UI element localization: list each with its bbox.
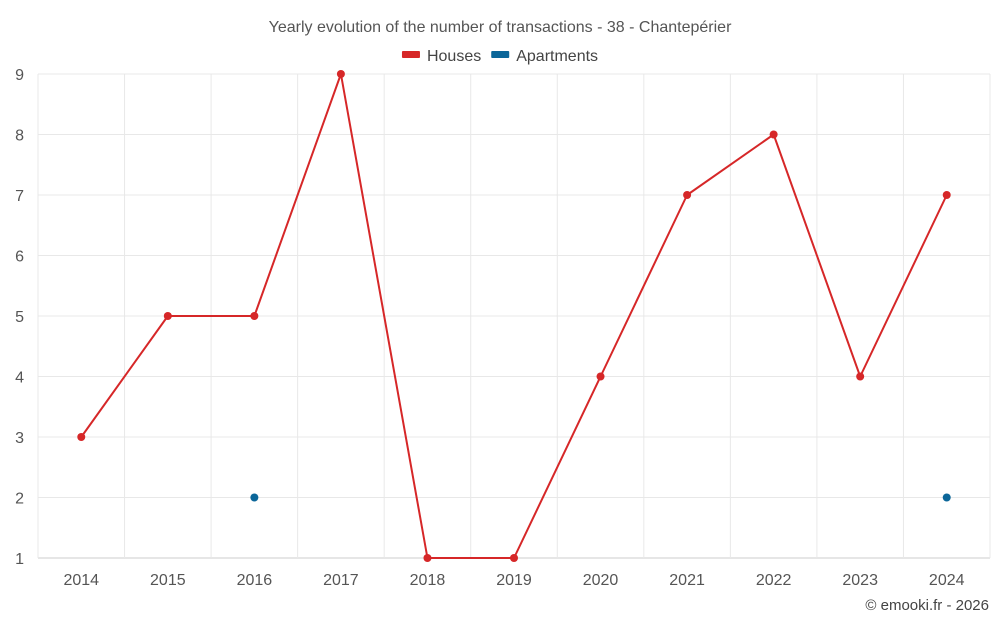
series-houses [77,70,951,562]
x-tick-label: 2015 [150,572,186,589]
legend-item-houses[interactable]: Houses [401,48,481,65]
x-tick-label: 2019 [496,572,532,589]
x-tick-label: 2016 [237,572,273,589]
y-tick-label: 3 [15,430,24,447]
legend-swatch [401,51,420,58]
legend-swatch [491,51,510,58]
y-tick-label: 1 [15,551,24,568]
legend: Houses Apartments [401,48,598,65]
credit-text: © emooki.fr - 2026 [865,597,989,614]
data-point [77,433,86,441]
data-point [163,312,172,320]
data-point [336,70,345,78]
x-tick-label: 2024 [929,572,965,589]
data-point [423,554,432,562]
legend-label: Houses [427,48,481,65]
x-tick-label: 2023 [842,572,878,589]
data-point [510,554,518,562]
x-tick-label: 2014 [63,572,99,589]
series-layer [77,70,951,562]
y-tick-label: 4 [15,370,24,387]
y-tick-label: 7 [15,188,24,205]
x-tick-label: 2017 [323,572,359,589]
x-tick-label: 2022 [756,572,792,589]
x-tick-label: 2020 [583,572,619,589]
legend-label: Apartments [516,48,598,65]
chart-title: Yearly evolution of the number of transa… [269,19,732,36]
x-tick-label: 2021 [669,572,705,589]
data-point [596,372,605,381]
data-point [856,372,865,381]
y-tick-label: 9 [15,67,24,84]
y-axis-ticks: 1 2 3 4 5 6 7 8 9 [15,67,24,568]
y-tick-label: 5 [15,309,24,326]
series-apartments [250,493,951,502]
data-point [683,191,692,199]
y-tick-label: 6 [15,249,24,266]
legend-item-apartments[interactable]: Apartments [491,48,598,65]
y-tick-label: 8 [15,128,24,145]
x-tick-label: 2018 [410,572,446,589]
data-point [250,493,259,502]
data-point [769,130,778,139]
data-point [942,493,951,502]
x-axis-ticks: 2014 2015 2016 2017 2018 2019 2020 2021 2022 2023… [63,572,964,589]
data-point [942,191,951,199]
data-point [250,312,259,320]
y-tick-label: 2 [15,491,24,508]
